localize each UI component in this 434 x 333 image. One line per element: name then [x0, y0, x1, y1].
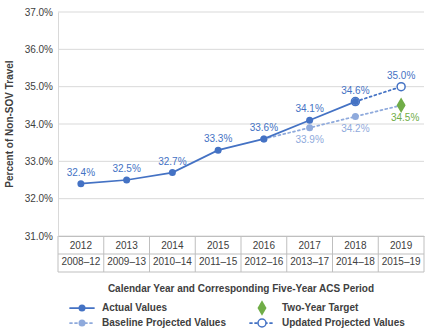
data-label: 33.3%	[204, 133, 232, 144]
x-tick-label-line: 2017	[299, 240, 322, 251]
y-axis-line	[58, 13, 59, 237]
data-point	[306, 124, 313, 131]
x-tick-label-line: 2012–16	[244, 256, 283, 267]
y-tick-label: 33.0%	[25, 156, 53, 167]
series	[77, 98, 359, 187]
y-tick-label: 34.0%	[25, 119, 53, 130]
legend-marker	[79, 305, 86, 312]
y-tick-label: 37.0%	[25, 7, 53, 18]
y-tick-label: 31.0%	[25, 231, 53, 242]
grid-line	[58, 12, 424, 13]
plot-marks	[77, 83, 405, 188]
legend-item: Actual Values	[70, 302, 167, 313]
data-point	[397, 98, 406, 114]
data-point	[352, 113, 359, 120]
legend-marker	[258, 300, 267, 316]
x-tick-label-line: 2009–13	[107, 256, 146, 267]
y-axis: 31.0% 32.0% 33.0% 34.0% 35.0% 36.0% 37.0%	[25, 7, 59, 242]
data-label: 32.4%	[67, 167, 95, 178]
legend-item: Two-Year Target	[258, 300, 359, 316]
x-tick-label-line: 2015	[207, 240, 230, 251]
data-label: 33.9%	[295, 134, 323, 145]
x-tick: 2013 2009–13	[107, 236, 146, 267]
y-tick-label: 36.0%	[25, 44, 53, 55]
data-point	[123, 177, 130, 184]
data-label: 34.5%	[391, 112, 419, 123]
x-tick-label-line: 2014–18	[336, 256, 375, 267]
data-point	[169, 169, 176, 176]
legend-item: Updated Projected Values	[250, 317, 405, 328]
chart: 31.0%32.0%33.0%34.0%35.0%36.0%37.0%20122…	[0, 0, 434, 333]
legend-item: Baseline Projected Values	[70, 317, 226, 328]
data-label: 32.7%	[158, 156, 186, 167]
legend-label: Updated Projected Values	[282, 317, 405, 328]
data-point	[397, 83, 405, 91]
x-tick-label-line: 2014	[161, 240, 184, 251]
y-tick-label: 32.0%	[25, 193, 53, 204]
legend-label: Baseline Projected Values	[102, 317, 226, 328]
x-tick: 2016 2012–16	[244, 236, 283, 267]
x-tick-label-line: 2016	[253, 240, 276, 251]
grid-line	[58, 161, 424, 162]
category-separator	[58, 272, 424, 273]
x-tick: 2017 2013–17	[290, 236, 329, 267]
y-tick: 32.0%	[25, 193, 58, 204]
data-point	[306, 117, 313, 124]
x-tick: 2012 2008–12	[61, 236, 100, 267]
x-tick-label-line: 2013	[116, 240, 139, 251]
data-label: 34.1%	[295, 103, 323, 114]
y-tick: 34.0%	[25, 119, 58, 130]
x-tick-label-line: 2019	[390, 240, 413, 251]
legend-label: Actual Values	[102, 302, 167, 313]
data-label: 33.6%	[250, 122, 278, 133]
data-point	[352, 98, 359, 105]
x-tick-label-line: 2018	[344, 240, 367, 251]
legend-marker	[258, 319, 266, 327]
legend-marker	[79, 320, 86, 327]
y-tick: 37.0%	[25, 7, 58, 18]
x-tick: 2014 2010–14	[153, 236, 192, 267]
data-point	[260, 135, 267, 142]
data-point	[260, 135, 267, 142]
grid-line	[58, 49, 424, 50]
grid-line	[58, 198, 424, 199]
y-tick: 35.0%	[25, 81, 58, 92]
x-tick-label-line: 2015–19	[382, 256, 421, 267]
series-line	[81, 102, 356, 184]
series	[397, 98, 406, 114]
x-tick: 2018 2014–18	[336, 236, 375, 267]
category-separators	[58, 236, 424, 272]
data-point	[77, 180, 84, 187]
data-label: 35.0%	[387, 70, 415, 81]
x-tick-label-line: 2012	[70, 240, 93, 251]
legend: Actual Values Baseline Projected Values Tw…	[70, 300, 405, 328]
y-tick: 36.0%	[25, 44, 58, 55]
x-tick: 2015 2011–15	[199, 236, 238, 267]
data-label: 34.2%	[341, 123, 369, 134]
grid	[58, 12, 424, 236]
y-tick-label: 35.0%	[25, 81, 53, 92]
x-axis-title: Calendar Year and Corresponding Five-Yea…	[108, 283, 374, 294]
y-axis-title: Percent of Non-SOV Travel	[4, 60, 15, 187]
data-labels: 32.4% 32.5% 32.7% 33.3% 33.6% 34.1% 34.6% 33.9%…	[67, 70, 420, 178]
data-label: 34.6%	[341, 85, 369, 96]
y-tick: 33.0%	[25, 156, 58, 167]
category-separator	[58, 254, 424, 255]
data-point	[351, 98, 359, 106]
x-tick: 2019 2015–19	[382, 236, 421, 267]
series	[260, 102, 404, 143]
data-label: 32.5%	[112, 163, 140, 174]
x-tick-label-line: 2013–17	[290, 256, 329, 267]
x-tick-label-line: 2010–14	[153, 256, 192, 267]
x-tick-label-line: 2011–15	[199, 256, 238, 267]
legend-label: Two-Year Target	[282, 302, 359, 313]
y-tick: 31.0%	[25, 231, 58, 242]
data-point	[215, 147, 222, 154]
x-tick-label-line: 2008–12	[61, 256, 100, 267]
